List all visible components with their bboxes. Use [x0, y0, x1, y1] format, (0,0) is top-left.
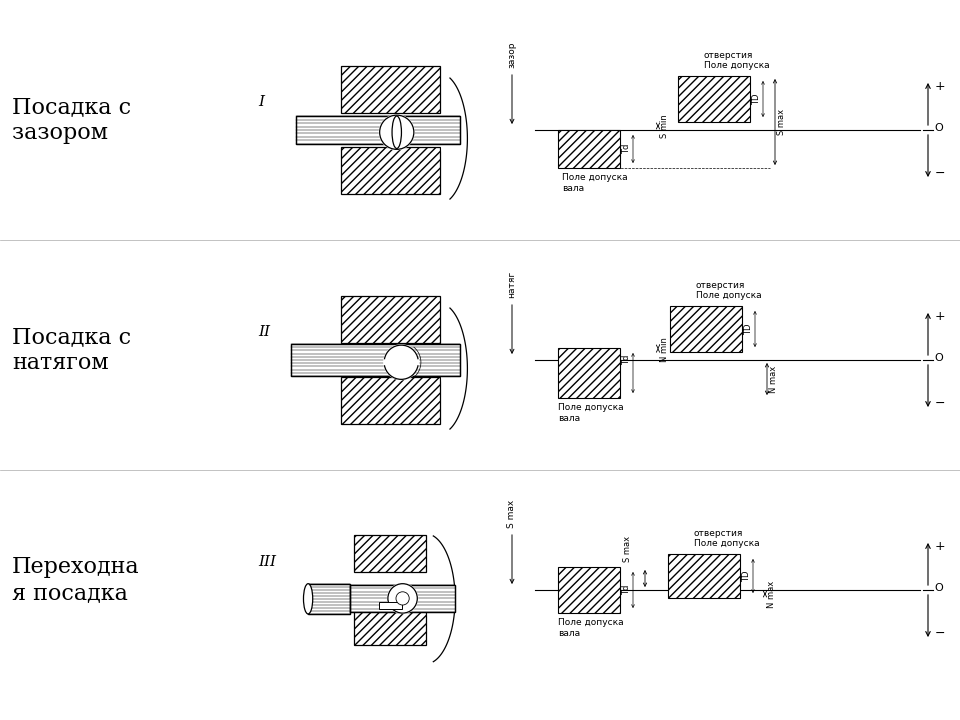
Polygon shape: [440, 308, 468, 429]
Text: TD: TD: [744, 323, 753, 335]
Text: +: +: [935, 310, 946, 323]
Bar: [558, 567, 620, 613]
Bar: [678, 76, 750, 122]
Text: Td: Td: [622, 355, 631, 365]
Bar: [341, 66, 440, 113]
Circle shape: [396, 592, 409, 605]
Text: натяг: натяг: [508, 271, 516, 298]
Text: −: −: [935, 627, 946, 640]
Text: вала: вала: [558, 629, 580, 638]
Bar: [558, 130, 620, 168]
Bar: [296, 116, 460, 144]
Text: S max: S max: [622, 536, 632, 562]
Ellipse shape: [303, 584, 313, 614]
Text: I: I: [258, 95, 264, 109]
Text: Поле допуска: Поле допуска: [562, 173, 628, 182]
Bar: [341, 377, 440, 424]
Text: Поле допуска: Поле допуска: [558, 403, 624, 412]
Text: O: O: [934, 353, 943, 363]
Circle shape: [388, 584, 418, 613]
Text: −: −: [935, 167, 946, 180]
Text: Поле допуска: Поле допуска: [558, 618, 624, 627]
Polygon shape: [425, 536, 455, 662]
Bar: [341, 147, 440, 194]
Text: Переходна
я посадка: Переходна я посадка: [12, 557, 139, 603]
Text: O: O: [934, 583, 943, 593]
Text: −: −: [935, 397, 946, 410]
Text: отверстия: отверстия: [704, 51, 754, 60]
Bar: [354, 536, 425, 572]
Ellipse shape: [392, 116, 401, 148]
Text: Посадка с
зазором: Посадка с зазором: [12, 96, 132, 144]
Bar: [668, 554, 740, 598]
Text: отверстия: отверстия: [694, 529, 743, 538]
Bar: [354, 608, 425, 644]
Bar: [291, 344, 460, 376]
Bar: [296, 116, 460, 144]
Text: Поле допуска: Поле допуска: [704, 61, 770, 70]
Bar: [291, 344, 460, 376]
Text: N max: N max: [769, 365, 778, 392]
Text: вала: вала: [558, 414, 580, 423]
Bar: [308, 584, 350, 614]
Text: S min: S min: [660, 114, 669, 138]
Text: +: +: [935, 540, 946, 553]
Text: Td: Td: [622, 585, 631, 595]
Text: Поле допуска: Поле допуска: [696, 291, 761, 300]
Text: Td: Td: [622, 144, 631, 154]
Text: Поле допуска: Поле допуска: [694, 539, 759, 548]
Bar: [350, 585, 455, 612]
Text: II: II: [258, 325, 270, 339]
Text: зазор: зазор: [508, 42, 516, 68]
Text: S max: S max: [777, 109, 786, 135]
Circle shape: [387, 582, 419, 614]
Bar: [558, 348, 620, 398]
Text: отверстия: отверстия: [696, 281, 745, 290]
Circle shape: [379, 115, 414, 149]
Text: N min: N min: [660, 338, 669, 362]
Bar: [670, 306, 742, 352]
Text: III: III: [258, 555, 276, 569]
Text: S max: S max: [508, 500, 516, 528]
Bar: [378, 602, 402, 609]
Polygon shape: [440, 78, 468, 199]
Text: TD: TD: [742, 570, 751, 582]
Text: N max: N max: [767, 580, 776, 608]
Text: Посадка с
натягом: Посадка с натягом: [12, 326, 132, 374]
Text: вала: вала: [562, 184, 584, 193]
Text: TD: TD: [752, 94, 761, 104]
Bar: [341, 296, 440, 343]
Bar: [350, 585, 455, 612]
Text: +: +: [935, 80, 946, 93]
Text: O: O: [934, 123, 943, 133]
Circle shape: [383, 344, 420, 380]
Bar: [308, 584, 350, 614]
Circle shape: [378, 114, 415, 150]
